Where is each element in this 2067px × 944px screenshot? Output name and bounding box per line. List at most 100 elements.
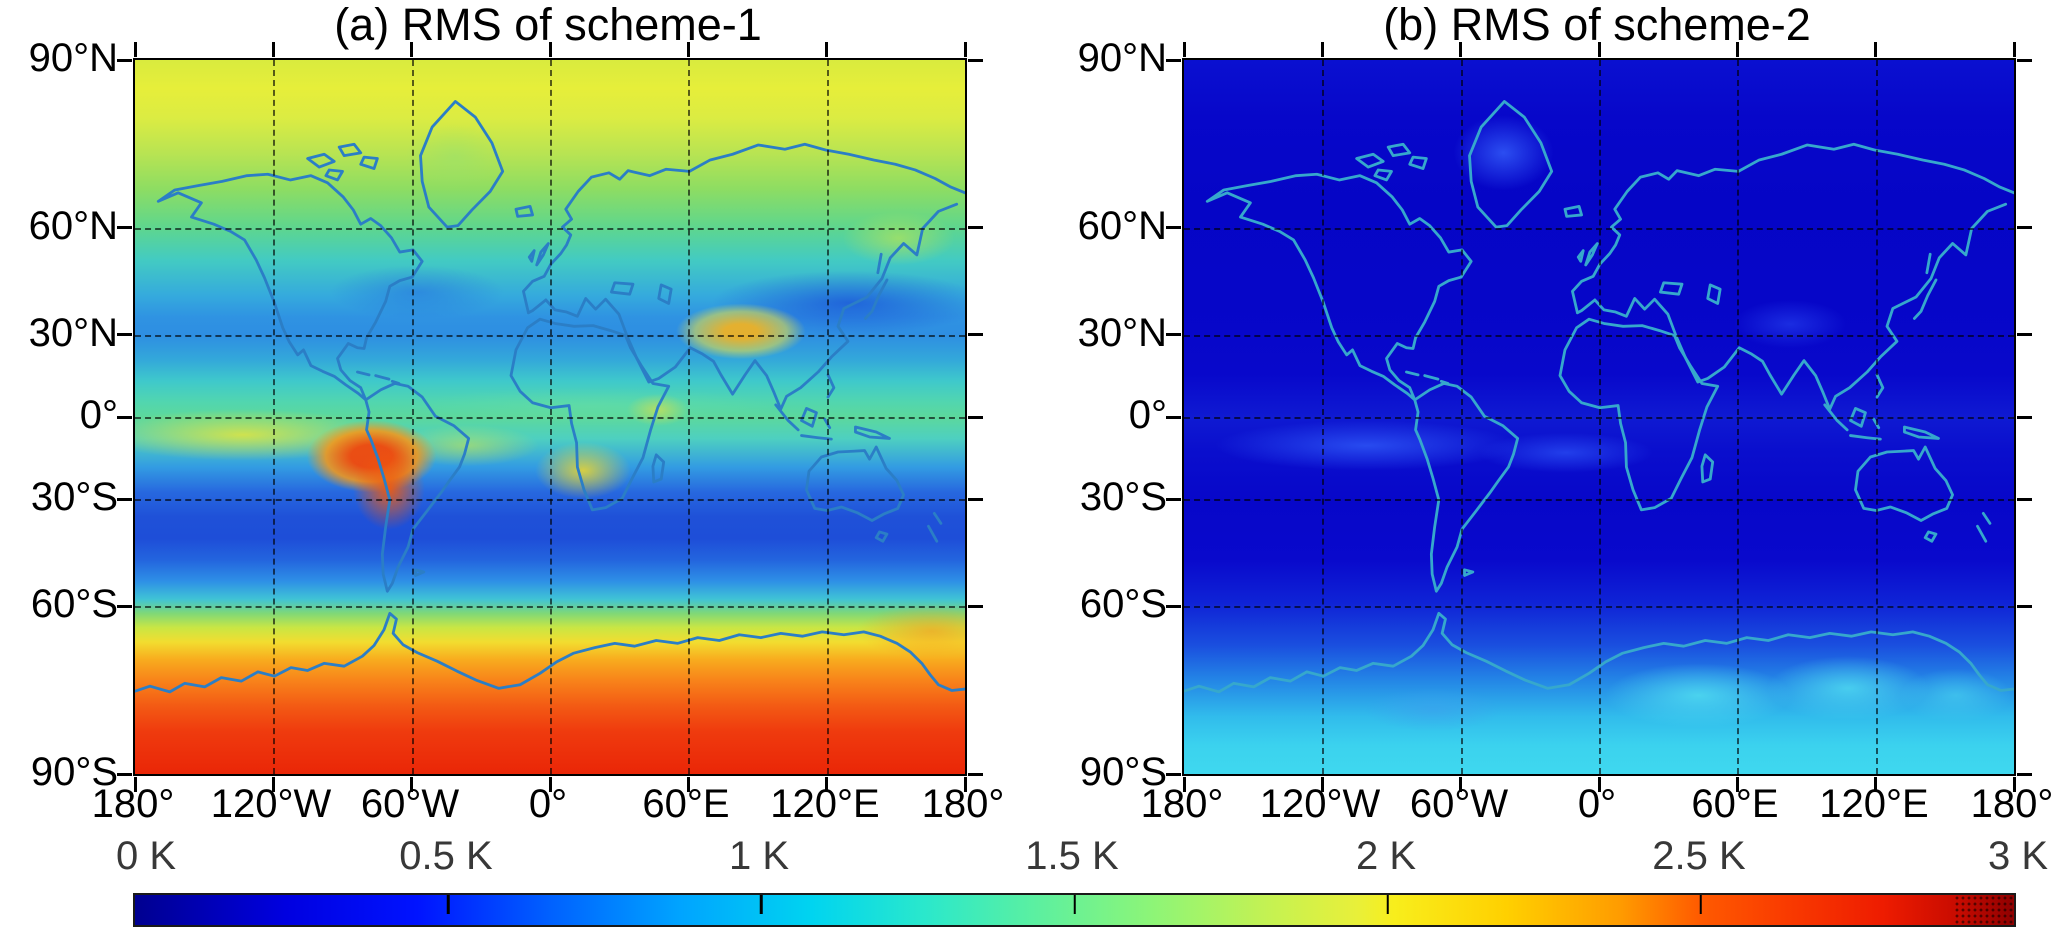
gridline-longitude [826, 60, 829, 774]
axis-tick-latitude [1166, 226, 1181, 230]
axis-tick-longitude [410, 42, 414, 57]
axis-tick-latitude [117, 415, 132, 419]
lon-label-b-60w: 60°W [1409, 782, 1509, 826]
lat-label-b-90n: 90°N [1077, 36, 1167, 80]
gridline-longitude [411, 60, 414, 774]
colorbar-label-3k: 3 K [1987, 834, 2049, 878]
axis-tick-latitude [117, 497, 132, 501]
axis-tick-latitude [968, 58, 983, 62]
lon-label-a-180w: 180° [91, 782, 175, 826]
axis-tick-longitude [1320, 42, 1324, 57]
lat-label-b-30n: 30°N [1077, 311, 1167, 355]
axis-tick-latitude [2017, 604, 2032, 608]
panel-a-map [117, 42, 983, 792]
panel-b-title: (b) RMS of scheme-2 [1383, 0, 1811, 50]
axis-tick-latitude [968, 333, 983, 337]
gridline-longitude [273, 60, 276, 774]
axis-tick-latitude [1166, 58, 1181, 62]
axis-tick-latitude [1166, 333, 1181, 337]
axis-tick-longitude [1735, 777, 1739, 792]
lat-label-a-30s: 30°S [30, 475, 118, 519]
lon-label-a-0: 0° [528, 782, 568, 826]
lat-label-b-0: 0° [1128, 393, 1167, 437]
colorbar-label-2k: 2 K [1355, 834, 1417, 878]
panel-b-map [1166, 42, 2032, 792]
axis-tick-longitude [271, 777, 275, 792]
axis-tick-latitude [2017, 333, 2032, 337]
axis-tick-longitude [2012, 777, 2016, 792]
axis-tick-longitude [825, 42, 829, 57]
axis-tick-latitude [2017, 415, 2032, 419]
axis-tick-longitude [825, 777, 829, 792]
axis-tick-latitude [117, 772, 132, 776]
axis-tick-longitude [1874, 42, 1878, 57]
lon-label-b-120w: 120°W [1259, 782, 1381, 826]
lat-label-a-30n: 30°N [28, 311, 118, 355]
axis-tick-latitude [968, 415, 983, 419]
colorbar-label-15k: 1.5 K [1025, 834, 1119, 878]
colorbar-tick [1699, 895, 1703, 914]
lon-label-b-120e: 120°E [1819, 782, 1929, 826]
axis-tick-latitude [968, 772, 983, 776]
colorbar-tick [446, 895, 450, 914]
axis-tick-longitude [548, 777, 552, 792]
gridline-longitude [1737, 60, 1740, 774]
lon-label-b-60e: 60°E [1691, 782, 1779, 826]
axis-tick-latitude [117, 226, 132, 230]
axis-tick-latitude [117, 58, 132, 62]
gridline-longitude [550, 60, 552, 774]
axis-tick-latitude [968, 226, 983, 230]
gridline-longitude [1875, 60, 1878, 774]
lat-label-b-60n: 60°N [1077, 204, 1167, 248]
lon-label-b-0: 0° [1577, 782, 1617, 826]
lon-label-b-180w: 180° [1140, 782, 1224, 826]
axis-tick-latitude [2017, 226, 2032, 230]
lat-label-a-90s: 90°S [30, 750, 118, 794]
lat-label-b-90s: 90°S [1079, 750, 1167, 794]
axis-tick-longitude [1597, 42, 1601, 57]
lat-label-b-60s: 60°S [1079, 582, 1167, 626]
colorbar-tick [760, 895, 763, 914]
axis-tick-longitude [271, 42, 275, 57]
axis-tick-longitude [1459, 42, 1463, 57]
axis-tick-latitude [968, 497, 983, 501]
lat-label-a-90n: 90°N [28, 36, 118, 80]
axis-tick-longitude [686, 42, 690, 57]
axis-tick-longitude [410, 777, 414, 792]
lat-label-a-60n: 60°N [28, 204, 118, 248]
axis-tick-longitude [963, 777, 967, 792]
gridline-longitude [1460, 60, 1463, 774]
lon-label-a-60e: 60°E [642, 782, 730, 826]
axis-tick-longitude [133, 42, 137, 57]
axis-tick-latitude [1166, 604, 1181, 608]
axis-tick-longitude [1182, 777, 1186, 792]
colorbar-label-1k: 1 K [728, 834, 790, 878]
colorbar-tick [1073, 895, 1076, 914]
axis-tick-latitude [1166, 497, 1181, 501]
lon-label-a-120w: 120°W [210, 782, 332, 826]
axis-tick-longitude [1735, 42, 1739, 57]
gridline-longitude [1599, 60, 1601, 774]
gridline-longitude [688, 60, 691, 774]
colorbar-label-0k: 0 K [115, 834, 177, 878]
axis-tick-latitude [1166, 415, 1181, 419]
panel-a-title: (a) RMS of scheme-1 [334, 0, 762, 50]
axis-tick-latitude [2017, 497, 2032, 501]
axis-tick-longitude [1320, 777, 1324, 792]
colorbar-tick [1386, 895, 1389, 914]
gridline-longitude [1322, 60, 1325, 774]
lat-label-a-60s: 60°S [30, 582, 118, 626]
axis-tick-longitude [133, 777, 137, 792]
axis-tick-latitude [2017, 58, 2032, 62]
axis-tick-latitude [2017, 772, 2032, 776]
colorbar-label-25k: 2.5 K [1652, 834, 1746, 878]
axis-tick-latitude [1166, 772, 1181, 776]
axis-tick-longitude [1874, 777, 1878, 792]
colorbar [133, 893, 2016, 927]
colorbar-label-05k: 0.5 K [399, 834, 493, 878]
lon-label-a-60w: 60°W [360, 782, 460, 826]
axis-tick-longitude [1182, 42, 1186, 57]
axis-tick-latitude [117, 604, 132, 608]
axis-tick-longitude [1459, 777, 1463, 792]
